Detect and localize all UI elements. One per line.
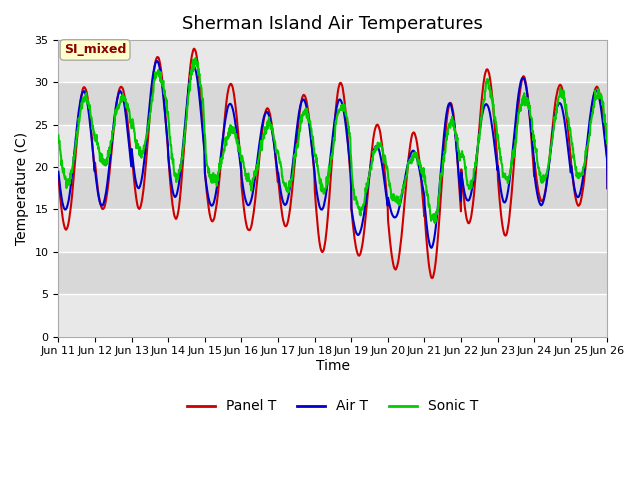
Bar [58,167,607,209]
Y-axis label: Temperature (C): Temperature (C) [15,132,29,245]
Bar [58,40,607,83]
Bar [58,83,607,125]
Bar [58,252,607,294]
X-axis label: Time: Time [316,359,350,373]
Bar [58,294,607,336]
Bar [58,209,607,252]
Bar [58,125,607,167]
Legend: Panel T, Air T, Sonic T: Panel T, Air T, Sonic T [182,394,484,419]
Title: Sherman Island Air Temperatures: Sherman Island Air Temperatures [182,15,483,33]
Text: SI_mixed: SI_mixed [64,44,126,57]
